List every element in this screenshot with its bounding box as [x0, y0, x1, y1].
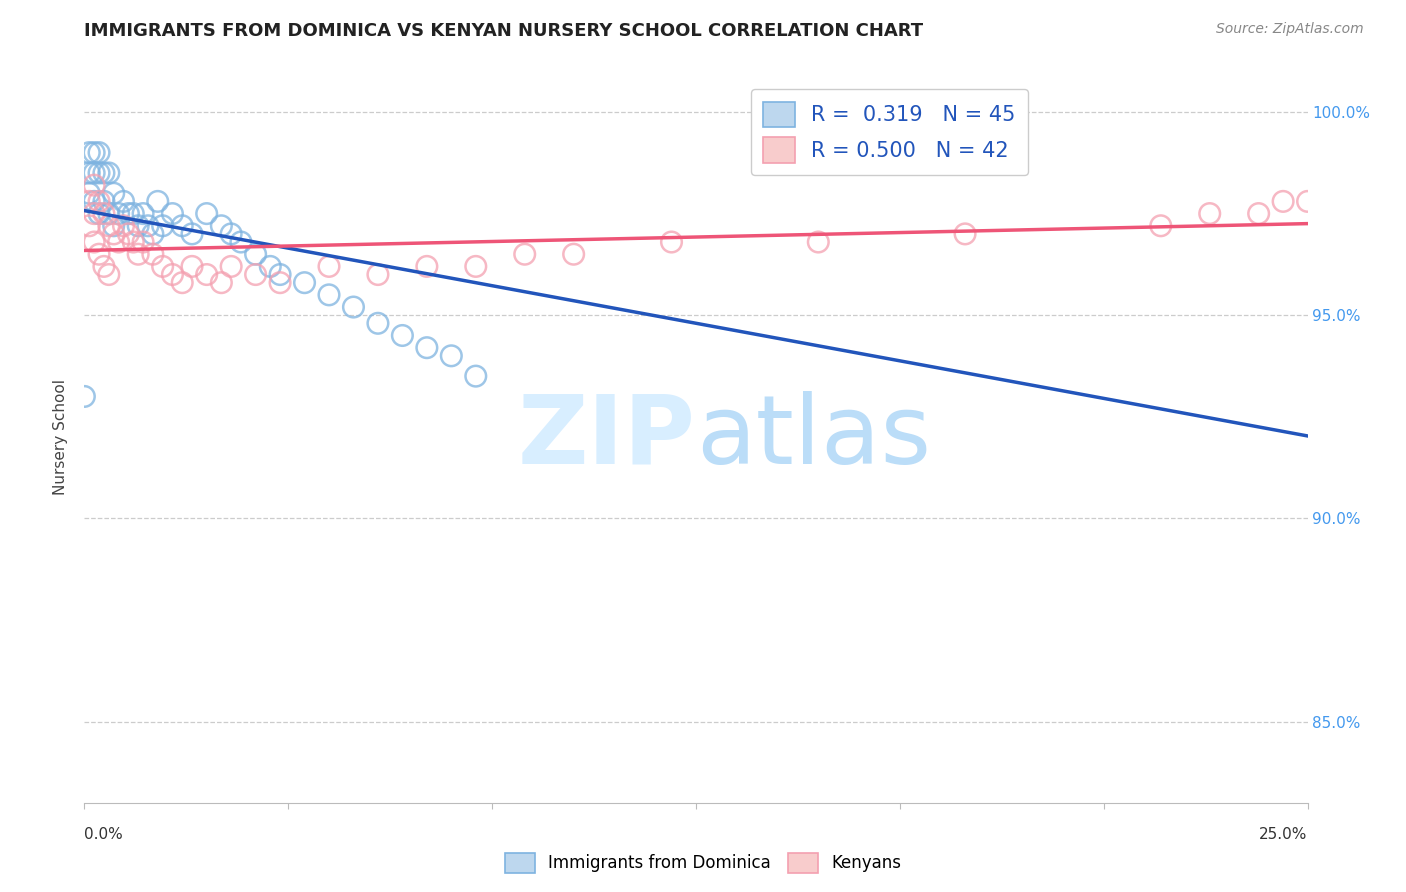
Point — [318, 260, 340, 274]
Point — [103, 227, 125, 241]
Point — [318, 288, 340, 302]
Point — [245, 247, 267, 261]
Point — [259, 260, 281, 274]
Point — [122, 235, 145, 249]
Point — [132, 235, 155, 249]
Point — [562, 247, 585, 261]
Point — [807, 235, 830, 249]
Point — [162, 268, 184, 282]
Point — [367, 268, 389, 282]
Point — [136, 219, 159, 233]
Point — [513, 247, 536, 261]
Point — [77, 219, 100, 233]
Point — [83, 206, 105, 220]
Point — [83, 145, 105, 160]
Point — [103, 219, 125, 233]
Point — [294, 276, 316, 290]
Point — [107, 235, 129, 249]
Point — [112, 219, 135, 233]
Point — [464, 260, 486, 274]
Legend: Immigrants from Dominica, Kenyans: Immigrants from Dominica, Kenyans — [498, 847, 908, 880]
Point — [391, 328, 413, 343]
Point — [172, 219, 194, 233]
Point — [209, 276, 232, 290]
Point — [77, 194, 100, 209]
Point — [83, 194, 105, 209]
Legend: R =  0.319   N = 45, R = 0.500   N = 42: R = 0.319 N = 45, R = 0.500 N = 42 — [751, 89, 1028, 176]
Point — [97, 268, 120, 282]
Point — [181, 260, 204, 274]
Point — [93, 206, 115, 220]
Point — [209, 219, 232, 233]
Point — [1150, 219, 1173, 233]
Point — [245, 268, 267, 282]
Point — [269, 276, 291, 290]
Point — [152, 260, 174, 274]
Point — [87, 194, 110, 209]
Y-axis label: Nursery School: Nursery School — [53, 379, 69, 495]
Point — [661, 235, 683, 249]
Point — [112, 194, 135, 209]
Point — [93, 260, 115, 274]
Point — [127, 219, 149, 233]
Text: ZIP: ZIP — [517, 391, 696, 483]
Point — [1247, 206, 1270, 220]
Point — [117, 206, 139, 220]
Point — [195, 268, 218, 282]
Text: 0.0%: 0.0% — [84, 827, 124, 842]
Point — [219, 227, 242, 241]
Point — [172, 276, 194, 290]
Point — [1272, 194, 1295, 209]
Point — [93, 166, 115, 180]
Point — [342, 300, 364, 314]
Point — [107, 206, 129, 220]
Point — [132, 206, 155, 220]
Text: IMMIGRANTS FROM DOMINICA VS KENYAN NURSERY SCHOOL CORRELATION CHART: IMMIGRANTS FROM DOMINICA VS KENYAN NURSE… — [84, 22, 924, 40]
Point — [464, 369, 486, 384]
Point — [440, 349, 463, 363]
Point — [103, 186, 125, 201]
Point — [122, 206, 145, 220]
Point — [73, 389, 96, 403]
Point — [87, 247, 110, 261]
Point — [1296, 194, 1319, 209]
Text: Source: ZipAtlas.com: Source: ZipAtlas.com — [1216, 22, 1364, 37]
Point — [77, 186, 100, 201]
Point — [1198, 206, 1220, 220]
Point — [93, 194, 115, 209]
Point — [77, 166, 100, 180]
Point — [162, 206, 184, 220]
Point — [97, 219, 120, 233]
Point — [229, 235, 252, 249]
Point — [416, 341, 439, 355]
Point — [953, 227, 976, 241]
Point — [97, 166, 120, 180]
Point — [416, 260, 439, 274]
Point — [367, 316, 389, 330]
Point — [127, 247, 149, 261]
Point — [87, 145, 110, 160]
Point — [152, 219, 174, 233]
Text: atlas: atlas — [696, 391, 931, 483]
Point — [181, 227, 204, 241]
Point — [195, 206, 218, 220]
Point — [97, 206, 120, 220]
Point — [83, 178, 105, 193]
Point — [146, 194, 169, 209]
Point — [219, 260, 242, 274]
Point — [807, 125, 830, 139]
Point — [142, 247, 165, 261]
Point — [87, 166, 110, 180]
Text: 25.0%: 25.0% — [1260, 827, 1308, 842]
Point — [269, 268, 291, 282]
Point — [142, 227, 165, 241]
Point — [117, 227, 139, 241]
Point — [83, 166, 105, 180]
Point — [83, 235, 105, 249]
Point — [77, 145, 100, 160]
Point — [87, 206, 110, 220]
